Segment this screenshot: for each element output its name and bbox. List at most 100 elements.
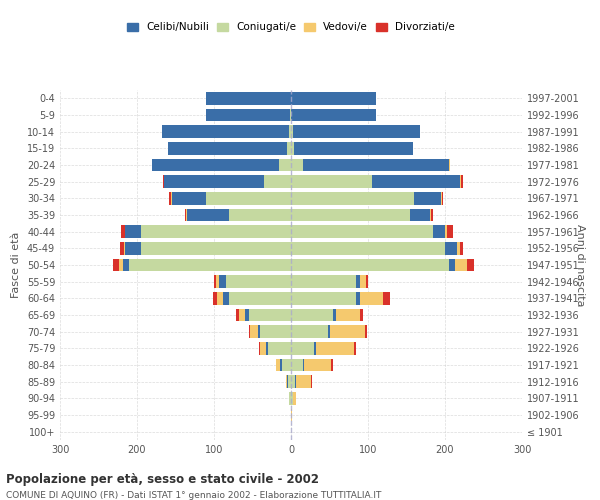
Bar xyxy=(206,92,291,104)
Bar xyxy=(460,176,461,188)
Bar xyxy=(446,226,453,238)
Bar xyxy=(331,359,334,371)
Bar xyxy=(296,376,311,388)
Bar xyxy=(248,308,291,322)
Bar xyxy=(291,192,414,204)
Bar xyxy=(206,109,290,122)
Bar xyxy=(330,326,365,338)
Bar xyxy=(171,192,172,204)
Bar xyxy=(449,259,455,271)
Bar xyxy=(186,209,187,222)
Bar xyxy=(291,376,295,388)
Bar xyxy=(226,276,291,288)
Bar xyxy=(356,292,360,304)
Bar xyxy=(124,242,125,254)
Bar xyxy=(467,259,474,271)
Bar xyxy=(185,209,186,222)
Bar xyxy=(304,359,331,371)
Bar xyxy=(125,242,141,254)
Bar xyxy=(461,176,463,188)
Legend: Celibi/Nubili, Coniugati/e, Vedovi/e, Divorziati/e: Celibi/Nubili, Coniugati/e, Vedovi/e, Di… xyxy=(123,18,459,36)
Bar xyxy=(268,342,291,354)
Bar xyxy=(441,192,442,204)
Bar xyxy=(277,359,280,371)
Bar xyxy=(266,342,268,354)
Bar xyxy=(250,326,258,338)
Bar xyxy=(360,292,383,304)
Bar xyxy=(141,226,291,238)
Bar xyxy=(206,192,291,204)
Bar xyxy=(445,226,446,238)
Bar xyxy=(457,242,460,254)
Bar xyxy=(372,176,460,188)
Bar xyxy=(334,308,337,322)
Bar xyxy=(187,209,229,222)
Bar xyxy=(121,226,125,238)
Bar xyxy=(291,142,294,154)
Bar xyxy=(410,209,430,222)
Bar xyxy=(125,226,141,238)
Bar xyxy=(433,226,445,238)
Bar xyxy=(213,292,217,304)
Bar xyxy=(431,209,433,222)
Bar xyxy=(295,376,296,388)
Bar xyxy=(260,342,266,354)
Bar xyxy=(293,392,296,404)
Bar xyxy=(365,326,367,338)
Bar xyxy=(119,259,123,271)
Bar xyxy=(217,292,223,304)
Bar xyxy=(316,342,354,354)
Bar xyxy=(302,159,449,172)
Bar xyxy=(163,176,164,188)
Bar xyxy=(123,259,130,271)
Bar xyxy=(291,242,445,254)
Y-axis label: Fasce di età: Fasce di età xyxy=(11,232,21,298)
Bar xyxy=(229,292,291,304)
Bar xyxy=(287,376,288,388)
Bar xyxy=(291,276,356,288)
Bar xyxy=(291,259,449,271)
Bar xyxy=(356,276,360,288)
Bar xyxy=(291,292,356,304)
Bar xyxy=(113,259,119,271)
Bar xyxy=(223,292,229,304)
Bar xyxy=(168,142,287,154)
Bar xyxy=(163,126,289,138)
Bar xyxy=(229,209,291,222)
Bar xyxy=(354,342,356,354)
Bar xyxy=(294,142,413,154)
Bar xyxy=(314,342,316,354)
Bar xyxy=(311,376,312,388)
Bar xyxy=(291,126,293,138)
Bar xyxy=(414,192,441,204)
Bar xyxy=(282,359,291,371)
Bar xyxy=(288,376,291,388)
Text: Popolazione per età, sesso e stato civile - 2002: Popolazione per età, sesso e stato civil… xyxy=(6,474,319,486)
Bar xyxy=(291,209,410,222)
Bar xyxy=(291,159,302,172)
Bar xyxy=(291,342,314,354)
Bar xyxy=(442,192,443,204)
Bar xyxy=(248,326,250,338)
Bar xyxy=(169,192,171,204)
Bar xyxy=(286,376,287,388)
Bar xyxy=(430,209,431,222)
Bar xyxy=(445,242,457,254)
Bar xyxy=(359,308,364,322)
Bar xyxy=(220,276,226,288)
Bar xyxy=(337,308,359,322)
Bar xyxy=(264,176,291,188)
Bar xyxy=(290,109,291,122)
Bar xyxy=(236,308,239,322)
Bar xyxy=(302,359,304,371)
Bar xyxy=(245,308,248,322)
Bar xyxy=(280,359,282,371)
Bar xyxy=(449,159,451,172)
Bar xyxy=(291,92,376,104)
Bar xyxy=(260,326,291,338)
Bar xyxy=(152,159,280,172)
Bar xyxy=(293,126,419,138)
Text: COMUNE DI AQUINO (FR) - Dati ISTAT 1° gennaio 2002 - Elaborazione TUTTITALIA.IT: COMUNE DI AQUINO (FR) - Dati ISTAT 1° ge… xyxy=(6,490,382,500)
Bar xyxy=(214,276,215,288)
Bar xyxy=(287,142,291,154)
